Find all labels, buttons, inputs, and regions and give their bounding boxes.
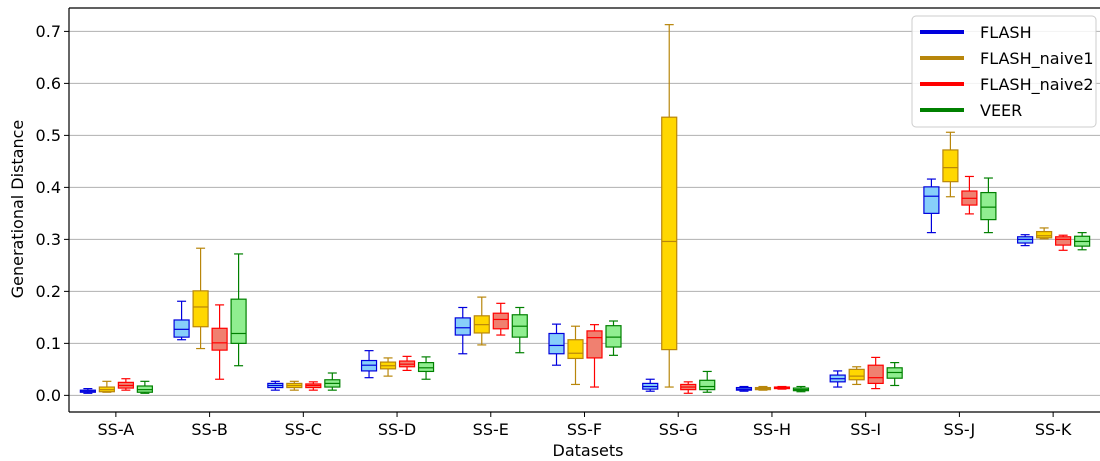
boxplot-flash-naive2-ss-i bbox=[867, 356, 884, 390]
y-tick-label: 0.4 bbox=[36, 178, 61, 197]
x-tick-label: SS-H bbox=[753, 420, 791, 439]
boxplot-flash-naive1-ss-g bbox=[661, 24, 678, 388]
x-tick-label: SS-D bbox=[378, 420, 416, 439]
boxplot-flash-naive2-ss-k bbox=[1055, 234, 1072, 251]
legend: FLASH FLASH_naive1 FLASH_naive2 VEER bbox=[911, 15, 1097, 128]
boxplot-flash-naive2-ss-e bbox=[492, 302, 509, 336]
iqr-box bbox=[942, 149, 959, 183]
legend-label: FLASH_naive2 bbox=[980, 75, 1094, 95]
boxplot-flash-naive2-ss-f bbox=[586, 324, 603, 388]
x-tick-label: SS-G bbox=[659, 420, 698, 439]
iqr-box bbox=[1055, 236, 1072, 246]
iqr-box bbox=[923, 186, 940, 214]
boxplot-flash-naive2-ss-j bbox=[961, 175, 978, 215]
legend-label: VEER bbox=[980, 101, 1022, 120]
boxplot-veer-ss-j bbox=[980, 177, 997, 234]
iqr-box bbox=[492, 312, 509, 330]
boxplot-flash-naive2-ss-h bbox=[773, 385, 791, 390]
boxplot-flash-ss-f bbox=[548, 323, 565, 366]
x-tick-label: SS-I bbox=[850, 420, 881, 439]
iqr-box bbox=[661, 116, 678, 351]
boxplot-flash-ss-c bbox=[267, 380, 284, 391]
iqr-box bbox=[867, 364, 884, 385]
boxplot-veer-ss-a bbox=[136, 380, 153, 394]
y-tick-label: 0.7 bbox=[36, 22, 61, 41]
iqr-box bbox=[192, 290, 209, 328]
boxplot-veer-ss-e bbox=[511, 306, 528, 354]
iqr-box bbox=[173, 319, 190, 338]
boxplot-flash-naive1-ss-d bbox=[379, 357, 397, 377]
boxplot-flash-naive2-ss-c bbox=[305, 381, 322, 391]
boxplot-flash-naive2-ss-b bbox=[211, 304, 228, 380]
boxplot-flash-naive1-ss-f bbox=[567, 325, 584, 386]
iqr-box bbox=[699, 379, 716, 391]
x-axis-label: Datasets bbox=[553, 441, 624, 460]
boxplot-flash-naive2-ss-g bbox=[680, 381, 697, 394]
x-tick-label: SS-F bbox=[567, 420, 602, 439]
boxplot-flash-naive2-ss-d bbox=[398, 355, 416, 372]
boxplot-flash-ss-e bbox=[454, 306, 471, 355]
boxplot-flash-ss-k bbox=[1017, 234, 1034, 247]
iqr-box bbox=[417, 362, 435, 373]
boxplot-veer-ss-i bbox=[886, 362, 903, 387]
boxplot-veer-ss-f bbox=[605, 320, 622, 356]
boxplot-veer-ss-g bbox=[699, 370, 716, 393]
axes: 0.0 0.1 0.2 0.3 0.4 0.5 0.6 0.7 SS-A SS-B SS-C SS-D… bbox=[36, 7, 1100, 439]
y-axis-label: Generational Distance bbox=[8, 120, 27, 299]
boxplot-veer-ss-k bbox=[1074, 232, 1091, 251]
boxplot-flash-naive1-ss-c bbox=[286, 380, 303, 391]
y-tick-label: 0.3 bbox=[36, 230, 61, 249]
iqr-box bbox=[848, 368, 865, 381]
x-tick-label: SS-K bbox=[1035, 420, 1072, 439]
boxplot-veer-ss-d bbox=[417, 356, 435, 380]
iqr-box bbox=[230, 298, 247, 344]
boxplot-flash-ss-i bbox=[829, 370, 846, 388]
y-tick-label: 0.6 bbox=[36, 74, 61, 93]
boxplot-flash-ss-d bbox=[360, 350, 378, 379]
boxplot-veer-ss-b bbox=[230, 253, 247, 367]
iqr-box bbox=[1036, 230, 1053, 239]
boxplot-veer-ss-h bbox=[792, 385, 810, 393]
x-tick-label: SS-J bbox=[944, 420, 976, 439]
iqr-box bbox=[586, 330, 603, 359]
y-tick-label: 0.0 bbox=[36, 386, 61, 405]
x-tick-label: SS-E bbox=[473, 420, 509, 439]
boxplot-veer-ss-c bbox=[324, 372, 341, 391]
iqr-box bbox=[548, 332, 565, 355]
boxplot-flash-ss-b bbox=[173, 300, 190, 341]
legend-box bbox=[911, 15, 1097, 128]
boxplot-flash-naive1-ss-e bbox=[473, 296, 490, 346]
boxplot-flash-ss-h bbox=[735, 385, 753, 392]
iqr-box bbox=[454, 317, 471, 336]
boxplot-flash-naive1-ss-b bbox=[192, 247, 209, 350]
iqr-box bbox=[980, 191, 997, 221]
boxplot-flash-ss-a bbox=[79, 388, 96, 394]
legend-label: FLASH_naive1 bbox=[980, 49, 1094, 69]
boxplot-flash-naive1-ss-k bbox=[1036, 227, 1053, 240]
boxplot-flash-naive2-ss-a bbox=[117, 378, 134, 391]
iqr-box bbox=[211, 327, 228, 351]
boxplot-flash-ss-j bbox=[923, 178, 940, 234]
boxplot-flash-naive1-ss-j bbox=[942, 131, 959, 198]
boxplot-flash-ss-g bbox=[642, 378, 659, 392]
x-tick-label: SS-A bbox=[98, 420, 135, 439]
y-tick-label: 0.2 bbox=[36, 282, 61, 301]
x-tick-label: SS-C bbox=[285, 420, 322, 439]
y-tick-label: 0.1 bbox=[36, 334, 61, 353]
iqr-box bbox=[567, 339, 584, 360]
boxplot-flash-naive1-ss-a bbox=[98, 380, 115, 393]
boxplot-flash-naive1-ss-h bbox=[754, 385, 772, 391]
iqr-box bbox=[605, 325, 622, 348]
legend-label: FLASH bbox=[980, 23, 1032, 42]
x-tick-label: SS-B bbox=[191, 420, 228, 439]
boxplot-flash-naive1-ss-i bbox=[848, 366, 865, 386]
y-tick-label: 0.5 bbox=[36, 126, 61, 145]
boxplots bbox=[79, 24, 1091, 394]
